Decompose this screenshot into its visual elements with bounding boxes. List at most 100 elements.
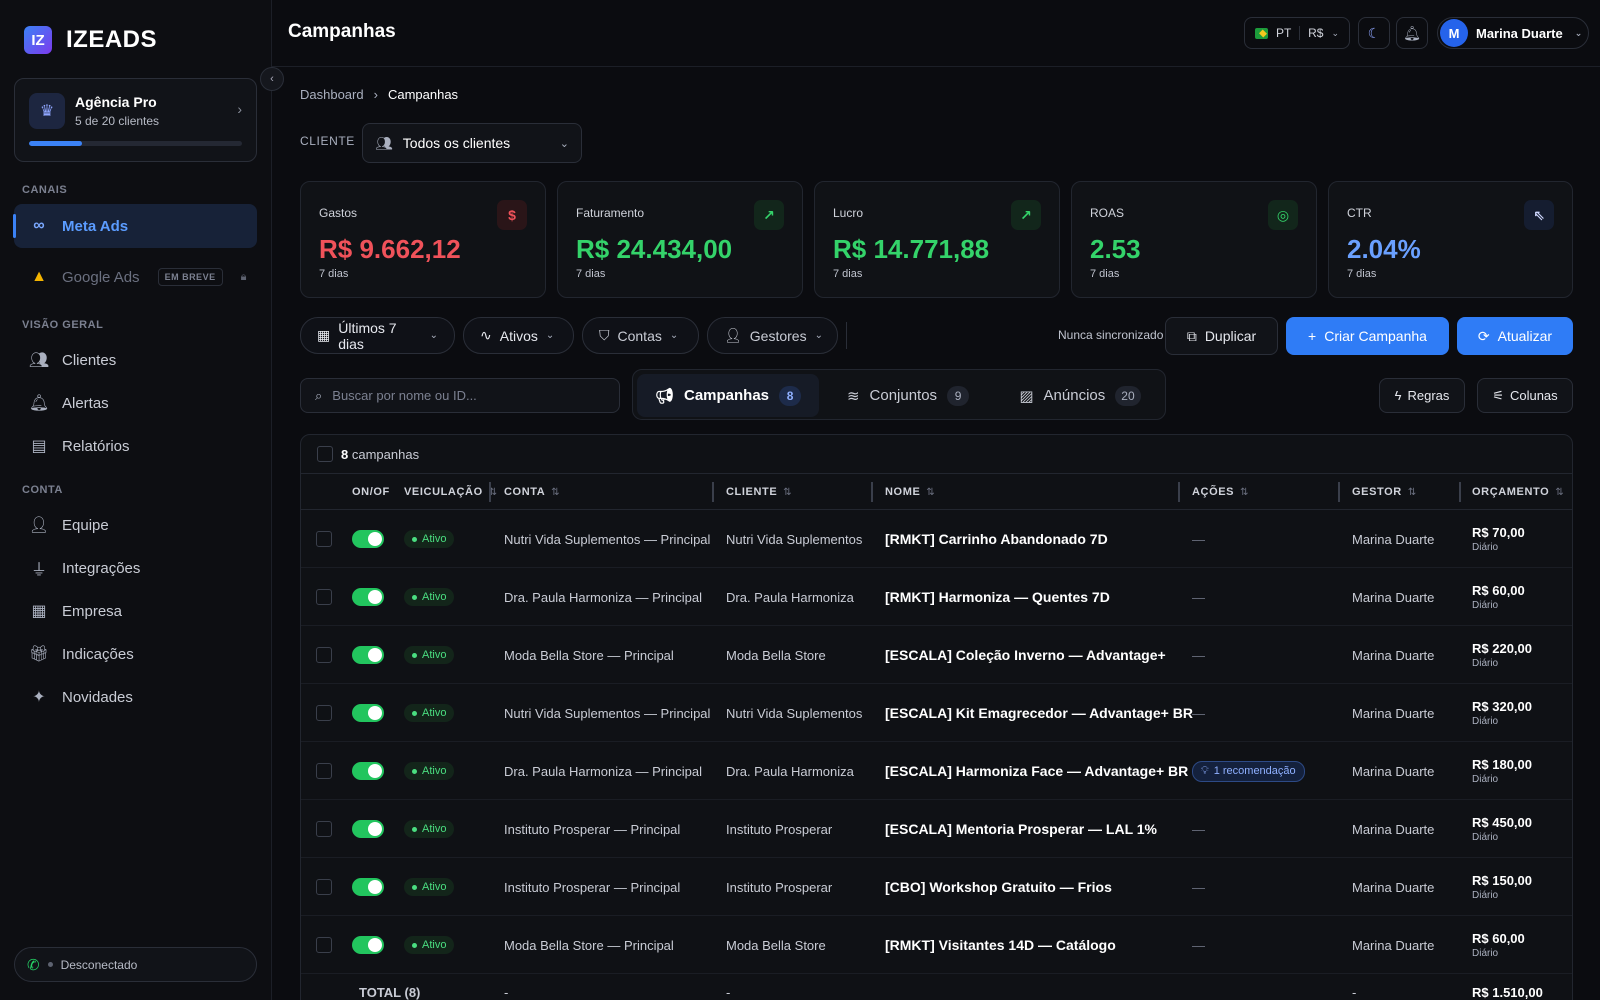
collapse-sidebar-button[interactable]: ‹ (260, 67, 284, 91)
row-checkbox[interactable] (316, 705, 332, 721)
campaign-toggle[interactable] (352, 530, 384, 548)
row-checkbox[interactable] (316, 937, 332, 953)
client-select[interactable]: 👥︎ Todos os clientes ⌄ (362, 123, 582, 163)
managers-filter[interactable]: 👤︎ Gestores ⌄ (707, 317, 838, 354)
accounts-filter[interactable]: ⛉ Contas ⌄ (582, 317, 699, 354)
column-header-budget[interactable]: ORÇAMENTO ⇅ (1472, 486, 1564, 498)
campaign-name-link[interactable]: [ESCALA] Mentoria Prosperar — LAL 1% (885, 821, 1158, 837)
column-resize-handle[interactable] (1459, 482, 1461, 502)
sidebar-item-empresa[interactable]: ▦ Empresa (14, 589, 257, 633)
budget-cell[interactable]: R$ 150,00 Diário (1472, 858, 1532, 916)
table-row[interactable]: Ativo Dra. Paula Harmoniza — Principal D… (301, 742, 1572, 800)
table-row[interactable]: Ativo Dra. Paula Harmoniza — Principal D… (301, 568, 1572, 626)
tab-anuncios[interactable]: ▨ Anúncios 20 (997, 374, 1163, 417)
layers-icon: ≋ (846, 387, 860, 405)
tab-conjuntos[interactable]: ≋ Conjuntos 9 (823, 374, 993, 417)
select-all-checkbox[interactable] (317, 446, 333, 462)
account-cell: Dra. Paula Harmoniza — Principal (504, 589, 702, 605)
column-resize-handle[interactable] (871, 482, 873, 502)
row-checkbox-cell (316, 858, 332, 916)
brand-logo[interactable]: IZ IZEADS (24, 26, 157, 54)
refresh-button[interactable]: ⟳ Atualizar (1457, 317, 1573, 355)
user-menu-button[interactable]: M Marina Duarte ⌄ (1437, 17, 1589, 49)
table-row[interactable]: Ativo Moda Bella Store — Principal Moda … (301, 916, 1572, 974)
status-badge: Ativo (404, 530, 455, 548)
sidebar-item-meta-ads[interactable]: ∞ Meta Ads (13, 204, 257, 248)
sidebar-item-novidades[interactable]: ✦ Novidades (14, 675, 257, 719)
column-resize-handle[interactable] (489, 482, 491, 502)
search-input[interactable]: ⌕ Buscar por nome ou ID... (300, 378, 620, 413)
campaign-toggle[interactable] (352, 704, 384, 722)
tab-campanhas[interactable]: 📢︎ Campanhas 8 (637, 374, 819, 417)
whatsapp-connection-status[interactable]: ✆ Desconectado (14, 947, 257, 982)
campaign-name-link[interactable]: [RMKT] Visitantes 14D — Catálogo (885, 937, 1116, 953)
row-checkbox[interactable] (316, 647, 332, 663)
budget-cell[interactable]: R$ 70,00 Diário (1472, 510, 1525, 568)
campaign-name-link[interactable]: [ESCALA] Kit Emagrecedor — Advantage+ BR (885, 705, 1193, 721)
accounts-filter-label: Contas (617, 327, 662, 344)
column-resize-handle[interactable] (1338, 482, 1340, 502)
campaign-name-link[interactable]: [RMKT] Carrinho Abandonado 7D (885, 531, 1108, 547)
sidebar-item-equipe[interactable]: 👤︎ Equipe (14, 503, 257, 547)
sidebar-item-relatorios[interactable]: ▤ Relatórios (14, 424, 257, 468)
sidebar-item-clientes[interactable]: 👥︎ Clientes (14, 338, 257, 382)
column-header-actions[interactable]: AÇÕES ⇅ (1192, 486, 1249, 498)
row-checkbox[interactable] (316, 763, 332, 779)
budget-cell[interactable]: R$ 180,00 Diário (1472, 742, 1532, 800)
notifications-button[interactable]: 🔔︎ (1396, 17, 1428, 49)
budget-cell[interactable]: R$ 220,00 Diário (1472, 626, 1532, 684)
campaign-toggle[interactable] (352, 878, 384, 896)
table-row[interactable]: Ativo Instituto Prosperar — Principal In… (301, 800, 1572, 858)
budget-amount: R$ 450,00 (1472, 815, 1532, 830)
sidebar-item-label: Relatórios (62, 437, 130, 455)
campaign-name-link[interactable]: [ESCALA] Harmoniza Face — Advantage+ BR (885, 763, 1189, 779)
sidebar-item-integracoes[interactable]: ⏚ Integrações (14, 546, 257, 590)
budget-cell[interactable]: R$ 450,00 Diário (1472, 800, 1532, 858)
column-label: ORÇAMENTO (1472, 486, 1550, 498)
budget-cell[interactable]: R$ 60,00 Diário (1472, 916, 1525, 974)
recommendation-badge[interactable]: 💡︎ 1 recomendação (1192, 760, 1305, 782)
columns-button[interactable]: ⚟ Colunas (1477, 378, 1573, 413)
table-row[interactable]: Ativo Moda Bella Store — Principal Moda … (301, 626, 1572, 684)
campaign-toggle[interactable] (352, 588, 384, 606)
status-filter[interactable]: ∿ Ativos ⌄ (463, 317, 574, 354)
campaign-name-link[interactable]: [RMKT] Harmoniza — Quentes 7D (885, 589, 1110, 605)
column-header-delivery[interactable]: VEICULAÇÃO ⇅ (404, 486, 498, 498)
period-filter[interactable]: ▦ Últimos 7 dias ⌄ (300, 317, 455, 354)
breadcrumb-dashboard[interactable]: Dashboard (300, 87, 364, 102)
campaign-toggle[interactable] (352, 820, 384, 838)
kpi-card-faturamento: Faturamento R$ 24.434,00 7 dias ↗ (557, 181, 803, 298)
column-header-name[interactable]: NOME ⇅ (885, 486, 935, 498)
column-header-manager[interactable]: GESTOR ⇅ (1352, 486, 1417, 498)
campaign-toggle[interactable] (352, 646, 384, 664)
column-header-account[interactable]: CONTA ⇅ (504, 486, 560, 498)
column-header-client[interactable]: CLIENTE ⇅ (726, 486, 792, 498)
column-resize-handle[interactable] (1178, 482, 1180, 502)
row-checkbox[interactable] (316, 531, 332, 547)
account-cell: Moda Bella Store — Principal (504, 647, 674, 663)
row-checkbox[interactable] (316, 589, 332, 605)
column-resize-handle[interactable] (712, 482, 714, 502)
table-row[interactable]: Ativo Nutri Vida Suplementos — Principal… (301, 510, 1572, 568)
duplicate-button[interactable]: ⧉ Duplicar (1165, 317, 1278, 355)
campaign-toggle[interactable] (352, 936, 384, 954)
sidebar-item-alertas[interactable]: 🔔︎ Alertas (14, 381, 257, 425)
rules-button[interactable]: ϟ Regras (1379, 378, 1465, 413)
budget-cell[interactable]: R$ 60,00 Diário (1472, 568, 1525, 626)
plus-icon: + (1308, 328, 1317, 344)
campaign-toggle[interactable] (352, 762, 384, 780)
status-badge: Ativo (404, 646, 455, 664)
sidebar-item-indicacoes[interactable]: 🎁︎ Indicações (14, 632, 257, 676)
campaign-name-link[interactable]: [CBO] Workshop Gratuito — Frios (885, 879, 1112, 895)
kpi-label: Lucro (833, 206, 864, 220)
language-currency-selector[interactable]: PT R$ ⌄ (1244, 17, 1350, 49)
row-checkbox[interactable] (316, 879, 332, 895)
table-row[interactable]: Ativo Nutri Vida Suplementos — Principal… (301, 684, 1572, 742)
create-campaign-button[interactable]: + Criar Campanha (1286, 317, 1449, 355)
campaign-name-link[interactable]: [ESCALA] Coleção Inverno — Advantage+ (885, 647, 1166, 663)
budget-cell[interactable]: R$ 320,00 Diário (1472, 684, 1532, 742)
plan-card[interactable]: ♛ Agência Pro 5 de 20 clientes › (14, 78, 257, 162)
table-row[interactable]: Ativo Instituto Prosperar — Principal In… (301, 858, 1572, 916)
row-checkbox[interactable] (316, 821, 332, 837)
theme-toggle-button[interactable]: ☾ (1358, 17, 1390, 49)
